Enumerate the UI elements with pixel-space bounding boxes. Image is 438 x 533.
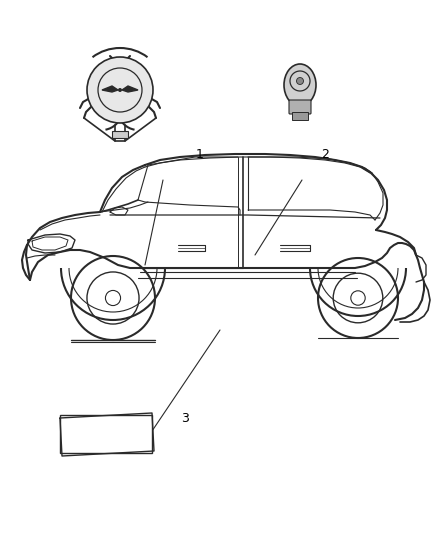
Bar [292,112,308,120]
Text: 3: 3 [181,411,189,424]
Polygon shape [102,86,118,92]
Text: 1: 1 [196,149,204,161]
Circle shape [87,57,153,123]
Polygon shape [122,86,138,92]
Text: 2: 2 [321,149,329,161]
Ellipse shape [284,64,316,106]
FancyBboxPatch shape [289,100,311,114]
Circle shape [297,77,304,85]
Bar [60,415,152,453]
Bar [112,131,128,138]
Circle shape [118,88,122,92]
